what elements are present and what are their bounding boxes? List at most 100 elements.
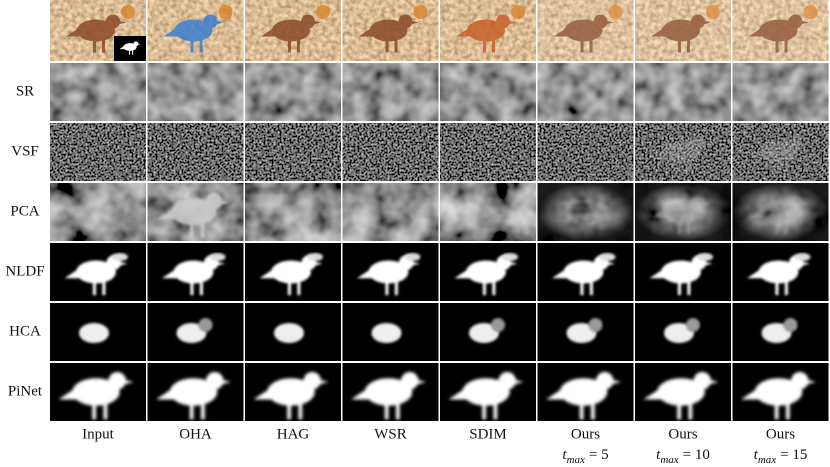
image-cell [342,183,439,241]
blob [783,318,798,332]
image-cell [50,243,146,301]
cell-content [342,243,439,301]
texture [245,123,341,181]
texture [147,63,244,121]
image-grid [50,0,829,421]
texture [732,63,829,121]
image-cell [732,183,829,241]
image-cell [245,63,341,121]
image-cell [635,123,731,181]
image-cell [50,63,146,121]
cell-content [245,303,341,361]
texture [537,123,634,181]
image-cell [440,303,536,361]
blob [198,318,213,332]
image-cell [50,303,146,361]
image-cell [147,123,244,181]
cell-content [537,243,634,301]
image-cell [440,0,536,61]
cell-content [245,363,341,421]
tint [537,0,634,61]
image-cell [147,63,244,121]
cell-content [147,183,244,241]
image-cell [440,63,536,121]
row-label: NLDF [5,263,44,279]
cell-content [537,303,634,361]
cell-content [50,303,146,361]
blob [588,318,603,332]
image-cell [537,363,634,421]
texture [147,123,244,181]
flower [413,5,428,19]
image-cell [537,123,634,181]
cell-content [245,0,341,61]
cell-content [245,183,341,241]
texture [50,123,146,181]
cell-content [440,0,536,61]
column-label: Ours [766,426,795,442]
blob [794,253,811,261]
image-cell [440,243,536,301]
blob [566,323,597,343]
math-rest: = 5 [589,447,609,463]
blob [697,253,713,261]
column-subtitle: tmax = 5 [562,447,608,465]
cell-content [245,243,341,301]
image-cell [147,303,244,361]
column-label: SDIM [469,426,507,442]
math-rest: = 10 [683,447,710,463]
image-cell [537,183,634,241]
blob [209,253,226,261]
cell-content [635,63,731,121]
cell-content [635,183,731,241]
cell-content [50,183,146,241]
cell-content [342,303,439,361]
math-sub: max [758,454,776,466]
blob [469,323,499,343]
flower [121,5,135,19]
image-cell [147,243,244,301]
blob [176,323,207,343]
texture [440,183,536,241]
image-cell [635,303,731,361]
image-cell [245,183,341,241]
cell-content [537,183,634,241]
column-label: Ours [571,426,600,442]
cell-content [342,183,439,241]
image-cell [342,303,439,361]
image-cell [50,183,146,241]
image-cell [537,303,634,361]
image-cell [245,303,341,361]
cell-content [342,0,439,61]
image-cell [50,363,146,421]
row-label: HCA [9,323,41,339]
image-cell [147,363,244,421]
math-var: t [562,447,567,463]
vignette [537,183,634,241]
row-label: PiNet [8,383,43,399]
cell-content [50,363,146,421]
labels: SR VSF PCA NLDF HCA PiNet Input OHA HAG WSR SDIM Ou… [5,83,807,465]
cell-content [147,243,244,301]
texture [537,63,634,121]
flower [511,5,525,19]
flower [803,5,818,19]
cell-content [732,363,829,421]
blob [686,318,700,332]
image-cell [635,0,731,61]
blob [274,323,304,343]
math-sub: max [660,454,678,466]
math-sub: max [567,454,585,466]
column-label: Ours [668,426,697,442]
image-cell [440,123,536,181]
image-cell [635,243,731,301]
cell-content [732,243,829,301]
cell-content [147,63,244,121]
cell-content [342,63,439,121]
blob [371,323,402,343]
column-label: HAG [277,426,310,442]
image-cell [635,63,731,121]
image-cell [245,363,341,421]
cell-content [635,0,731,61]
